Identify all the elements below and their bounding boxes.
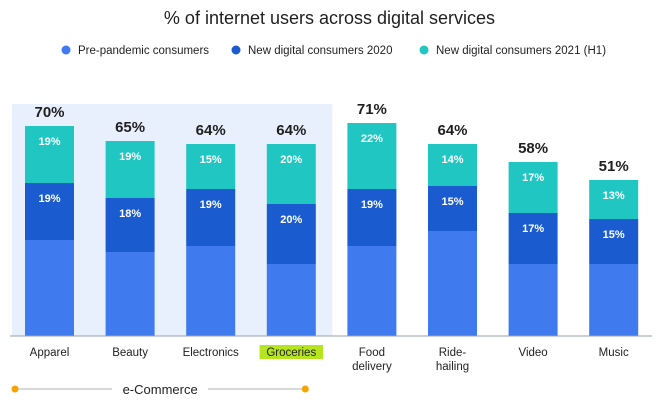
- bar-label-video-new-digital-consumers-2021-h1: 17%: [522, 172, 544, 184]
- total-label-apparel: 70%: [34, 104, 64, 121]
- x-label-highlight-groceries: [259, 345, 323, 359]
- legend-swatch-pre-pandemic-consumers: [61, 45, 71, 55]
- bars: 19% 19% 70% 18% 19% 65% 19% 15% 64% 20% 20% 64% 19% 2…: [25, 101, 639, 336]
- bar-label-apparel-new-digital-consumers-2020: 19%: [38, 193, 60, 205]
- bar-label-ride-hailing-new-digital-consumers-2020: 15%: [441, 196, 463, 208]
- bar-label-groceries-new-digital-consumers-2021-h1: 20%: [280, 154, 302, 166]
- total-label-music: 51%: [599, 158, 629, 175]
- x-label-electronics: Electronics: [183, 347, 239, 359]
- bar-label-music-new-digital-consumers-2021-h1: 13%: [603, 190, 625, 202]
- bar-electronics-pre-pandemic-consumers: [186, 246, 236, 336]
- bar-music-new-digital-consumers-2021-h1: [589, 180, 639, 219]
- bar-electronics-new-digital-consumers-2020: [186, 189, 236, 246]
- x-label-groceries: Groceries: [266, 347, 316, 359]
- bar-music-new-digital-consumers-2020: [589, 219, 639, 264]
- bar-apparel-new-digital-consumers-2020: [25, 183, 74, 240]
- bar-video-new-digital-consumers-2020: [508, 213, 558, 264]
- legend: Pre-pandemic consumers New digital consum…: [61, 45, 606, 57]
- bar-beauty-new-digital-consumers-2020: [105, 198, 155, 252]
- bar-label-groceries-new-digital-consumers-2020: 20%: [280, 214, 302, 226]
- legend-swatch-new-digital-consumers-2020: [231, 45, 241, 55]
- bar-apparel-new-digital-consumers-2021-h1: [25, 126, 74, 183]
- bar-electronics-new-digital-consumers-2021-h1: [186, 144, 236, 189]
- x-axis-labels: Apparel Beauty Electronics Groceries Food del…: [30, 345, 629, 373]
- total-label-ride-hailing: 64%: [437, 122, 467, 139]
- x-label-video: Video: [518, 347, 547, 359]
- legend-label-pre-pandemic-consumers: Pre-pandemic consumers: [78, 45, 209, 57]
- x-label-food-delivery-line-1: Food: [359, 347, 385, 359]
- bar-apparel-pre-pandemic-consumers: [25, 240, 74, 336]
- bar-label-beauty-new-digital-consumers-2021-h1: 19%: [119, 151, 141, 163]
- x-label-ride-hailing-line-1: Ride-: [439, 347, 467, 359]
- bar-label-beauty-new-digital-consumers-2020: 18%: [119, 208, 141, 220]
- bar-food-delivery-new-digital-consumers-2021-h1: [347, 123, 397, 189]
- x-label-food-delivery-line-2: delivery: [352, 361, 392, 373]
- total-label-food-delivery: 71%: [357, 101, 387, 118]
- bar-beauty-pre-pandemic-consumers: [105, 252, 155, 336]
- bar-label-music-new-digital-consumers-2020: 15%: [603, 229, 625, 241]
- total-label-electronics: 64%: [196, 122, 226, 139]
- bar-label-apparel-new-digital-consumers-2021-h1: 19%: [38, 136, 60, 148]
- bar-video-pre-pandemic-consumers: [508, 264, 558, 336]
- legend-label-new-digital-consumers-2021-h1: New digital consumers 2021 (H1): [436, 45, 606, 57]
- bar-label-food-delivery-new-digital-consumers-2021-h1: 22%: [361, 133, 383, 145]
- bar-label-video-new-digital-consumers-2020: 17%: [522, 223, 544, 235]
- total-label-video: 58%: [518, 140, 548, 157]
- legend-swatch-new-digital-consumers-2021-h1: [419, 45, 429, 55]
- bar-food-delivery-pre-pandemic-consumers: [347, 246, 397, 336]
- chart-title: % of internet users across digital servi…: [164, 8, 495, 28]
- x-label-ride-hailing-line-2: hailing: [436, 361, 469, 373]
- annotation-dot-right: [301, 385, 309, 393]
- bar-beauty-new-digital-consumers-2021-h1: [105, 141, 155, 198]
- bar-label-food-delivery-new-digital-consumers-2020: 19%: [361, 199, 383, 211]
- bar-ride-hailing-new-digital-consumers-2020: [428, 186, 477, 231]
- bar-ride-hailing-new-digital-consumers-2021-h1: [428, 144, 477, 186]
- x-label-music: Music: [599, 347, 629, 359]
- total-label-groceries: 64%: [276, 122, 306, 139]
- bar-label-electronics-new-digital-consumers-2021-h1: 15%: [200, 154, 222, 166]
- bar-music-pre-pandemic-consumers: [589, 264, 639, 336]
- bar-groceries-new-digital-consumers-2020: [266, 204, 316, 264]
- bar-label-ride-hailing-new-digital-consumers-2021-h1: 14%: [441, 154, 463, 166]
- annotation-label: e-Commerce: [123, 382, 198, 397]
- bar-ride-hailing-pre-pandemic-consumers: [428, 231, 477, 336]
- bar-label-electronics-new-digital-consumers-2020: 19%: [200, 199, 222, 211]
- legend-label-new-digital-consumers-2020: New digital consumers 2020: [248, 45, 392, 57]
- ecommerce-annotation: e-Commerce: [11, 382, 309, 397]
- x-label-apparel: Apparel: [30, 347, 70, 359]
- bar-video-new-digital-consumers-2021-h1: [508, 162, 558, 213]
- bar-groceries-new-digital-consumers-2021-h1: [266, 144, 316, 204]
- bar-groceries-pre-pandemic-consumers: [266, 264, 316, 336]
- x-label-beauty: Beauty: [112, 347, 148, 359]
- total-label-beauty: 65%: [115, 119, 145, 136]
- annotation-dot-left: [11, 385, 19, 393]
- bar-food-delivery-new-digital-consumers-2020: [347, 189, 397, 246]
